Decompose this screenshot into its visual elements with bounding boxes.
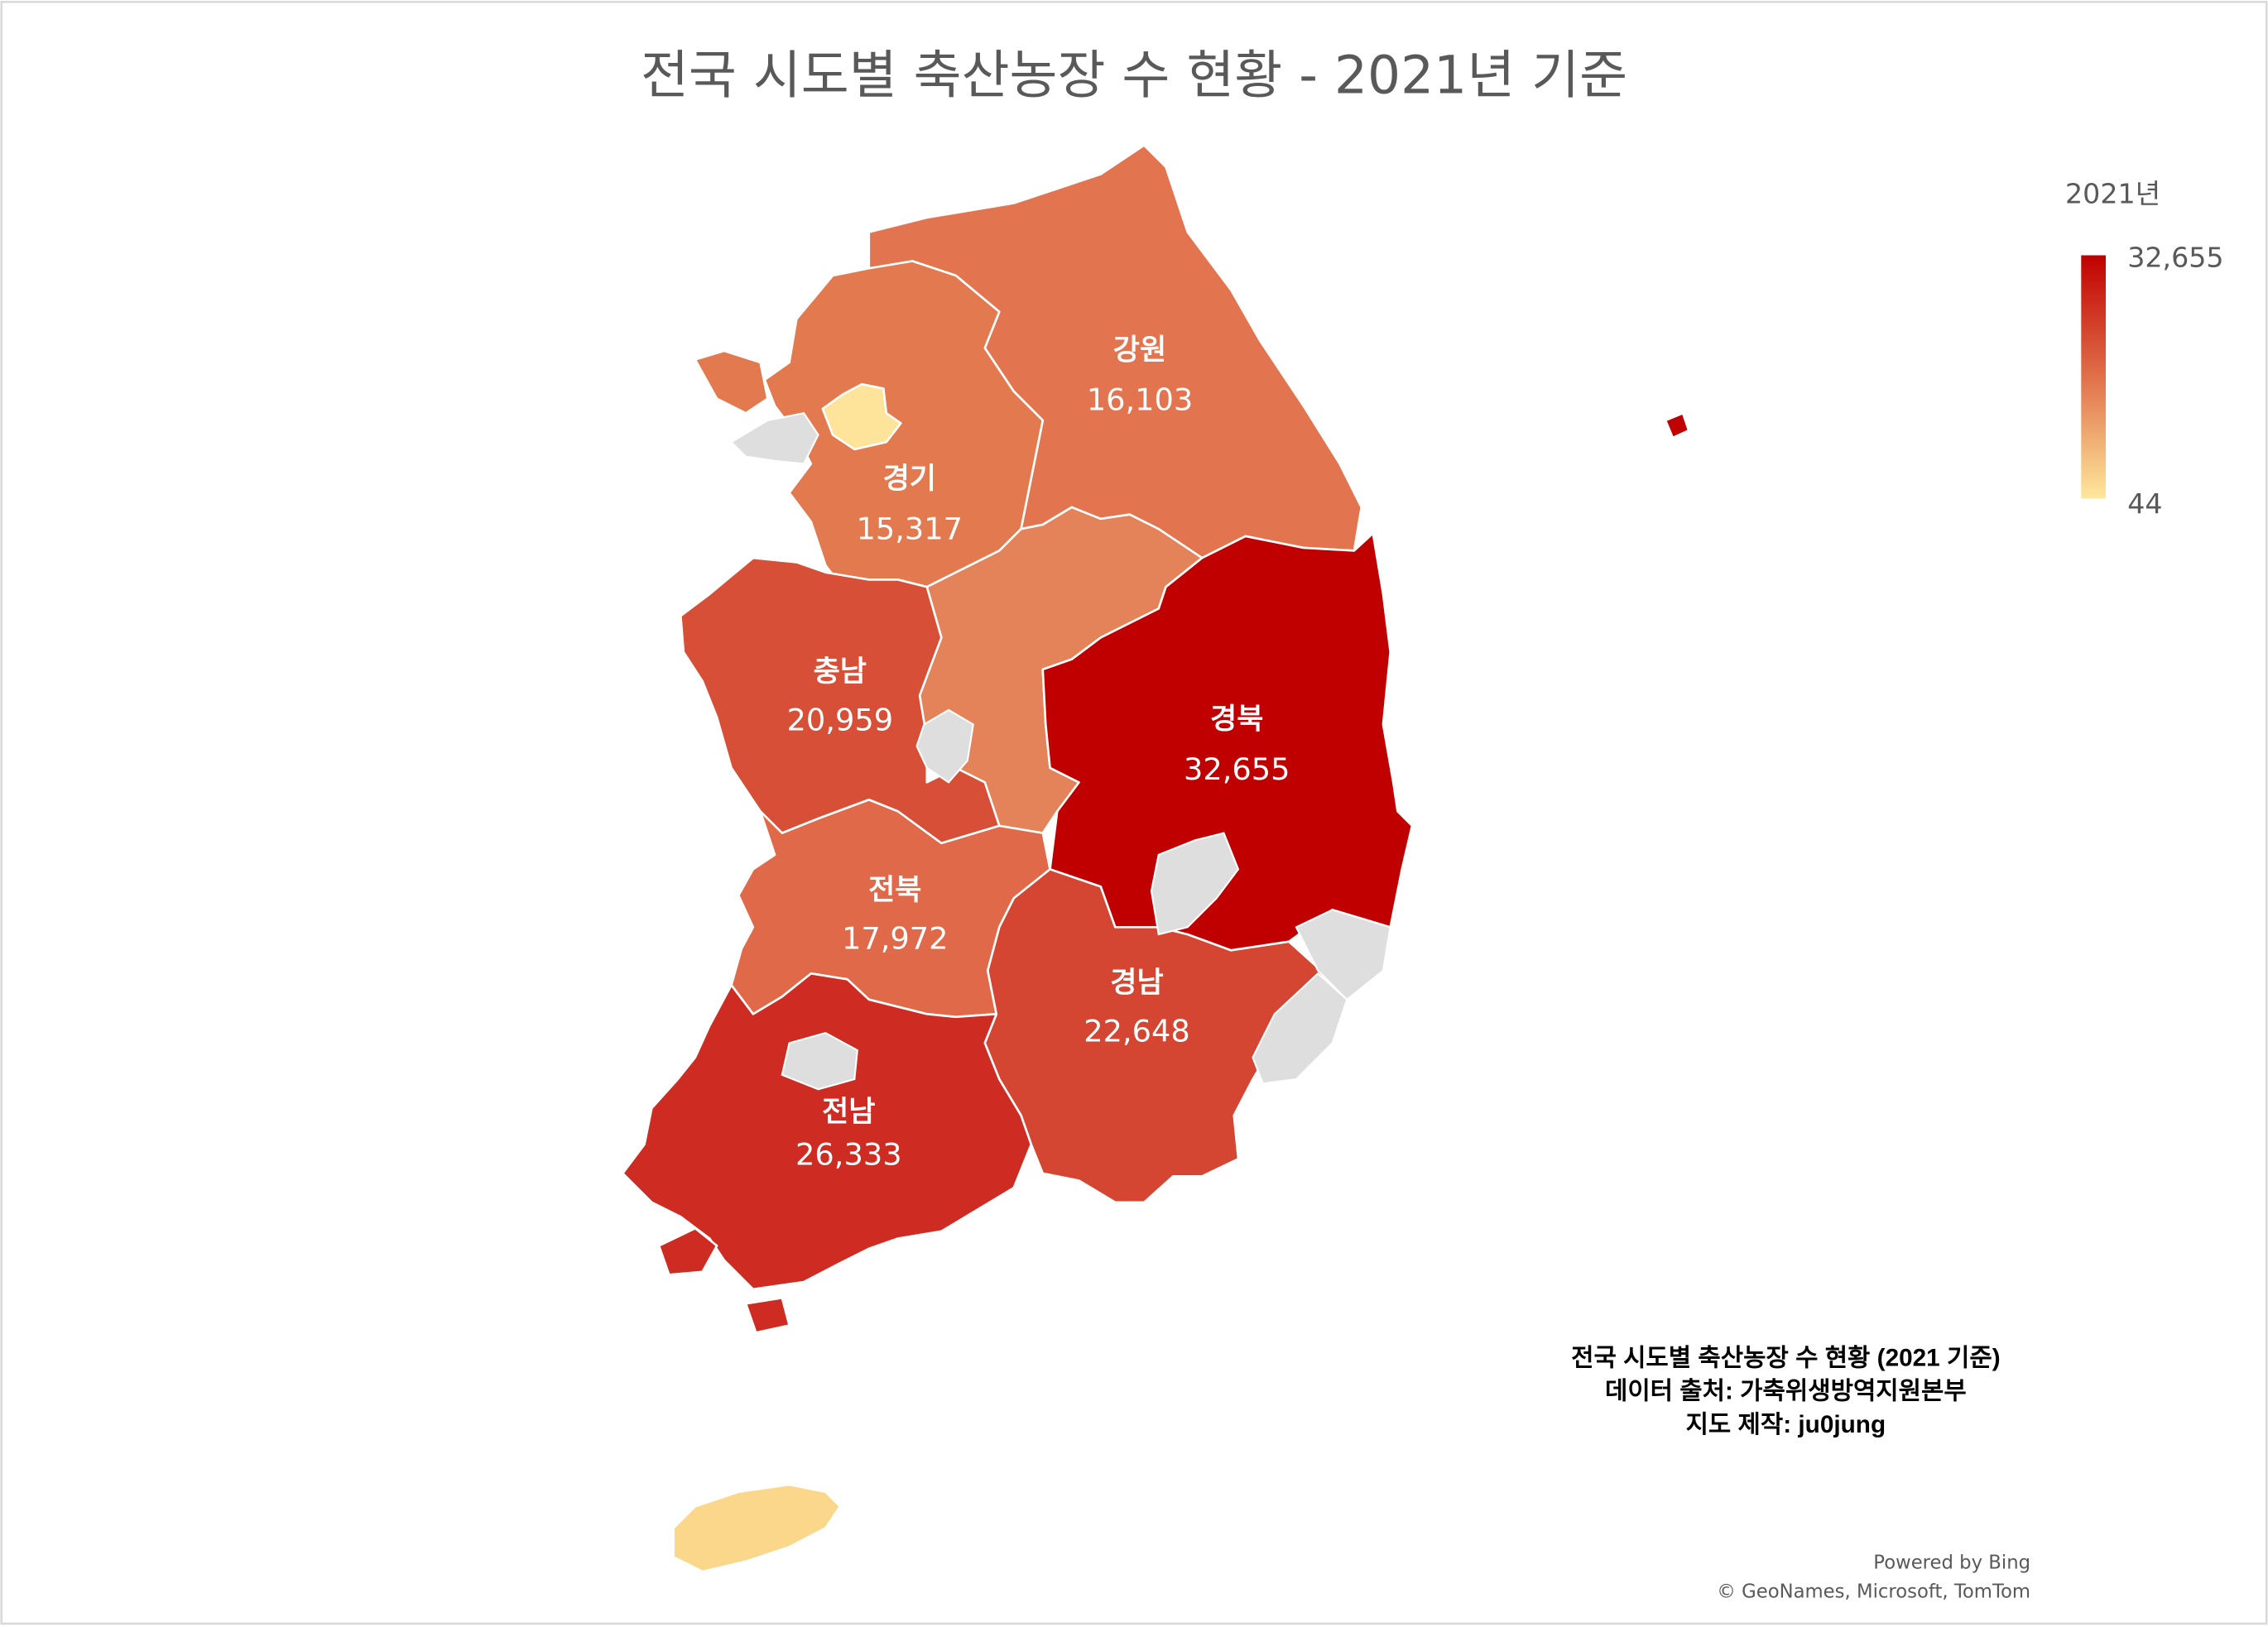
region-busan xyxy=(1252,972,1348,1085)
region-value: 20,959 xyxy=(787,702,894,737)
region-jeonnam-islands[interactable] xyxy=(657,1226,790,1334)
region-seoul[interactable] xyxy=(821,382,902,451)
note-author: 지도 제작: ju0jung xyxy=(1686,1411,1886,1438)
label-gyeongnam: 경남 22,648 xyxy=(1084,967,1190,1049)
region-value: 32,655 xyxy=(1184,751,1290,787)
region-daejeon xyxy=(915,708,974,784)
region-value: 15,317 xyxy=(857,511,963,546)
map-title: 전국 시도별 축산농장 수 현황 - 2021년 기준 xyxy=(641,46,1627,106)
region-ulsan xyxy=(1295,909,1391,1001)
region-chungnam[interactable] xyxy=(680,556,1001,845)
region-value: 16,103 xyxy=(1087,382,1194,418)
label-gyeonggi: 경기 15,317 xyxy=(857,463,963,546)
note-source: 데이터 출처: 가축위생방역지원본부 xyxy=(1605,1378,1967,1405)
legend-color-bar xyxy=(2081,255,2107,499)
region-daegu xyxy=(1150,832,1240,936)
region-gyeonggi-west[interactable] xyxy=(694,349,769,415)
color-legend: 2021년 32,655 44 xyxy=(2065,178,2224,520)
region-jeonnam[interactable] xyxy=(622,972,1033,1291)
legend-max-label: 32,655 xyxy=(2127,241,2223,273)
label-jeonnam: 전남 26,333 xyxy=(795,1096,902,1172)
label-chungnam: 충남 20,959 xyxy=(787,655,894,737)
map-copyright: © GeoNames, Microsoft, TomTom xyxy=(1717,1581,2030,1602)
region-name: 강원 xyxy=(1113,334,1166,367)
note-title: 전국 시도별 축산농장 수 현황 (2021 기준) xyxy=(1571,1345,2001,1372)
region-name: 전남 xyxy=(822,1096,875,1129)
region-value: 22,648 xyxy=(1084,1014,1190,1049)
powered-by-bing: Powered by Bing xyxy=(1873,1552,2030,1573)
legend-title: 2021년 xyxy=(2065,178,2160,210)
region-gwangju xyxy=(781,1031,858,1091)
region-name: 전북 xyxy=(868,874,921,907)
region-name: 경남 xyxy=(1110,967,1163,1000)
region-name: 경기 xyxy=(883,463,936,496)
region-value: 17,972 xyxy=(842,921,949,957)
source-note: 전국 시도별 축산농장 수 현황 (2021 기준) 데이터 출처: 가축위생방… xyxy=(1571,1345,2001,1438)
region-jeju[interactable] xyxy=(672,1483,842,1573)
region-ulleungdo[interactable] xyxy=(1664,411,1690,439)
label-jeonbuk: 전북 17,972 xyxy=(842,874,949,956)
label-gyeongbuk: 경북 32,655 xyxy=(1184,703,1290,787)
region-incheon xyxy=(729,412,819,465)
region-name: 충남 xyxy=(814,655,867,689)
legend-min-label: 44 xyxy=(2127,487,2162,520)
region-name: 경북 xyxy=(1210,703,1263,737)
label-gangwon: 강원 16,103 xyxy=(1087,334,1194,417)
region-value: 26,333 xyxy=(795,1136,902,1172)
